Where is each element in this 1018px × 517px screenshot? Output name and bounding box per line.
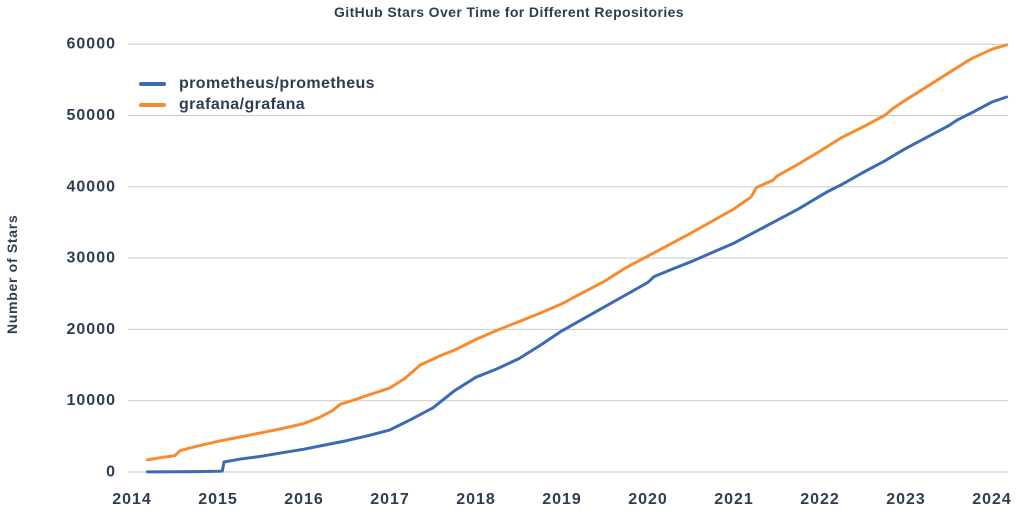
legend: prometheus/prometheus grafana/grafana (139, 73, 375, 115)
legend-swatch-grafana (139, 102, 166, 107)
y-tick-label: 50000 (67, 107, 117, 124)
y-tick-label: 10000 (67, 392, 117, 409)
y-tick-label: 40000 (67, 178, 117, 195)
x-tick-label: 2024 (972, 491, 1012, 508)
x-tick-label: 2017 (370, 491, 410, 508)
x-tick-label: 2019 (542, 491, 582, 508)
legend-label-prometheus: prometheus/prometheus (179, 74, 375, 92)
x-tick-label: 2020 (628, 491, 668, 508)
legend-label-grafana: grafana/grafana (179, 95, 306, 113)
legend-swatch-prometheus (139, 81, 166, 86)
y-tick-label: 60000 (67, 36, 117, 53)
legend-item-prometheus: prometheus/prometheus (139, 73, 375, 94)
x-tick-label: 2022 (800, 491, 840, 508)
series-line-grafana (146, 43, 1009, 462)
x-tick-label: 2018 (456, 491, 496, 508)
legend-item-grafana: grafana/grafana (139, 94, 375, 115)
x-tick-label: 2016 (284, 491, 324, 508)
y-tick-label: 30000 (67, 250, 117, 267)
x-tick-label: 2023 (886, 491, 926, 508)
y-tick-label: 0 (106, 464, 116, 481)
series-line-prometheus (146, 95, 1009, 474)
x-tick-label: 2021 (714, 491, 754, 508)
x-tick-label: 2014 (112, 491, 152, 508)
chart-title: GitHub Stars Over Time for Different Rep… (334, 4, 684, 20)
x-tick-label: 2015 (198, 491, 238, 508)
y-tick-label: 20000 (67, 321, 117, 338)
